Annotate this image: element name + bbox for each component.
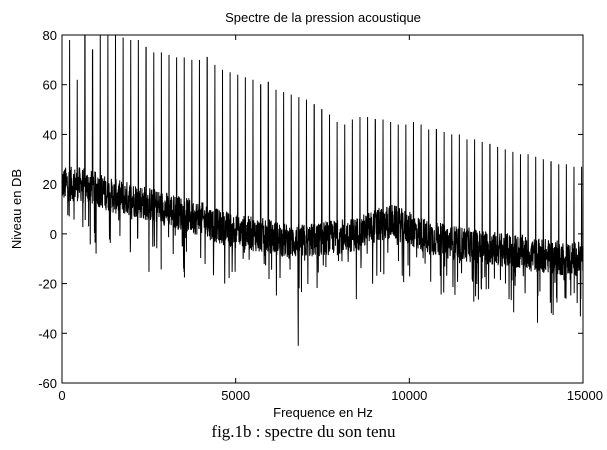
y-tick-label: -40 <box>38 326 57 341</box>
y-tick-label: -20 <box>38 277 57 292</box>
y-tick-label: 60 <box>43 78 57 93</box>
y-tick-label: -60 <box>38 376 57 391</box>
y-axis-label: Niveau en DB <box>9 169 24 249</box>
y-tick-label: 20 <box>43 177 57 192</box>
y-tick-label: 40 <box>43 127 57 142</box>
y-tick-label: 0 <box>50 227 57 242</box>
figure-caption: fig.1b : spectre du son tenu <box>211 422 396 441</box>
x-axis-label: Frequence en Hz <box>273 405 373 420</box>
x-tick-label: 5000 <box>221 388 250 403</box>
x-tick-label: 0 <box>58 388 65 403</box>
plot-frame <box>61 34 584 384</box>
y-tick-label: 80 <box>43 28 57 43</box>
x-tick-label: 10000 <box>391 388 427 403</box>
chart-title: Spectre de la pression acoustique <box>225 10 421 25</box>
spectrum-series-line <box>62 35 583 346</box>
x-tick-label: 15000 <box>567 388 603 403</box>
